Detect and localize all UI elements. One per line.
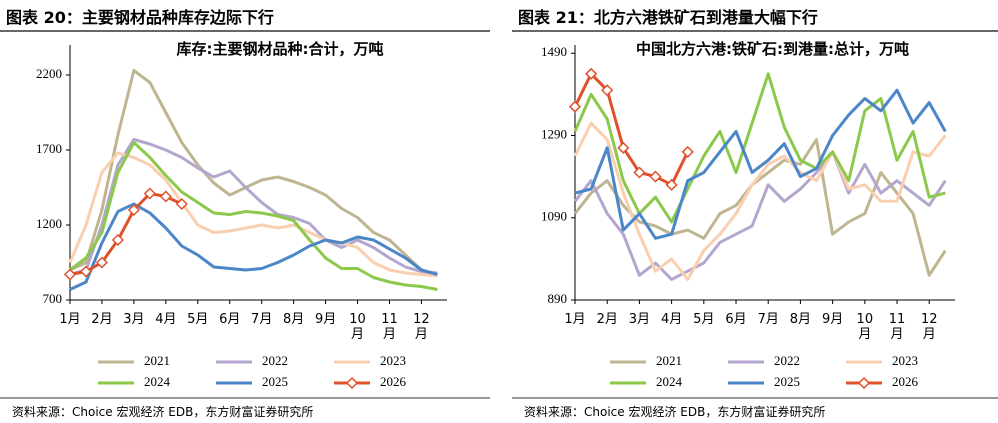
series-line <box>573 138 947 277</box>
series-line <box>573 150 947 281</box>
x-tick-label: 6月 <box>725 312 747 327</box>
series-line <box>574 88 947 240</box>
x-tick-label: 4月 <box>660 312 683 327</box>
series-line <box>69 202 438 291</box>
y-tick-label: 1200 <box>36 216 62 231</box>
series-line <box>573 121 947 281</box>
legend-label: 2021 <box>656 353 682 368</box>
x-tick-label: 3月 <box>123 312 145 327</box>
legend-label: 2023 <box>380 353 406 368</box>
point-marker <box>681 145 694 158</box>
x-tick-label: 4月 <box>155 312 177 327</box>
legend-label: 2025 <box>774 374 800 389</box>
legend-label: 2026 <box>380 374 407 389</box>
legend-label: 2024 <box>656 374 683 389</box>
point-marker <box>63 268 77 281</box>
x-tick-label: 9月 <box>821 312 844 327</box>
x-tick-label: 6月 <box>219 312 241 327</box>
x-tick-label: 8月 <box>283 312 305 327</box>
x-tick-label: 2月 <box>91 312 113 327</box>
legend-marker <box>345 376 359 390</box>
series-line <box>573 72 690 187</box>
legend-label: 2022 <box>262 353 288 368</box>
y-tick-label: 1700 <box>36 141 62 156</box>
series-line <box>69 141 438 291</box>
series-line <box>69 138 438 276</box>
x-tick-label: 5月 <box>693 312 715 327</box>
y-tick-label: 700 <box>43 291 63 306</box>
point-marker <box>649 170 662 183</box>
chart-subtitle: 中国北方六港:铁矿石:到港量:总计，万吨 <box>636 40 909 58</box>
x-tick-label: 1月 <box>564 312 586 327</box>
x-tick-label: 12 月 <box>413 312 430 342</box>
x-tick-label: 7月 <box>757 312 779 327</box>
x-tick-label: 8月 <box>789 312 812 327</box>
point-marker <box>79 265 93 278</box>
x-tick-label: 11 月 <box>381 312 398 342</box>
y-tick-label: 2200 <box>36 66 62 81</box>
chart-title: 图表 20：主要钢材品种库存边际下行 <box>6 8 274 27</box>
legend-label: 2026 <box>892 374 919 389</box>
chart-title: 图表 21：北方六港铁矿石到港量大幅下行 <box>518 8 818 27</box>
point-marker <box>633 166 646 179</box>
y-tick-label: 1090 <box>541 209 567 224</box>
source: 资料来源：Choice 宏观经济 EDB，东方财富证券研究所 <box>12 405 314 419</box>
point-marker <box>175 197 188 211</box>
point-marker <box>127 203 140 217</box>
x-tick-label: 7月 <box>251 312 273 327</box>
point-marker <box>601 84 614 97</box>
x-tick-label: 1月 <box>59 312 81 327</box>
series-line <box>68 151 438 278</box>
series-line <box>69 69 438 276</box>
x-tick-label: 3月 <box>628 312 651 327</box>
point-marker <box>585 67 598 80</box>
legend-label: 2024 <box>144 374 171 389</box>
source: 资料来源：Choice 宏观经济 EDB，东方财富证券研究所 <box>524 405 826 419</box>
x-tick-label: 10 月 <box>349 312 366 342</box>
x-tick-label: 2月 <box>596 312 618 327</box>
legend-label: 2021 <box>144 353 170 368</box>
point-marker <box>568 100 582 113</box>
x-tick-label: 9月 <box>314 312 337 327</box>
y-tick-label: 1290 <box>541 126 567 141</box>
x-tick-label: 12 月 <box>920 312 938 342</box>
legend-marker <box>857 376 871 390</box>
point-marker <box>665 178 678 191</box>
legend-label: 2023 <box>892 353 918 368</box>
point-marker <box>95 256 109 269</box>
legend-label: 2025 <box>262 374 288 389</box>
y-tick-label: 1490 <box>541 44 567 59</box>
point-marker <box>111 233 124 247</box>
series-line <box>573 72 946 224</box>
legend-label: 2022 <box>774 353 800 368</box>
chart-subtitle: 库存:主要钢材品种:合计，万吨 <box>176 40 384 58</box>
x-tick-label: 5月 <box>187 312 209 327</box>
y-tick-label: 890 <box>548 291 568 306</box>
x-tick-label: 11 月 <box>888 312 906 342</box>
point-marker <box>143 187 156 200</box>
point-marker <box>159 190 172 203</box>
x-tick-label: 10 月 <box>856 312 874 342</box>
point-marker <box>617 141 630 154</box>
